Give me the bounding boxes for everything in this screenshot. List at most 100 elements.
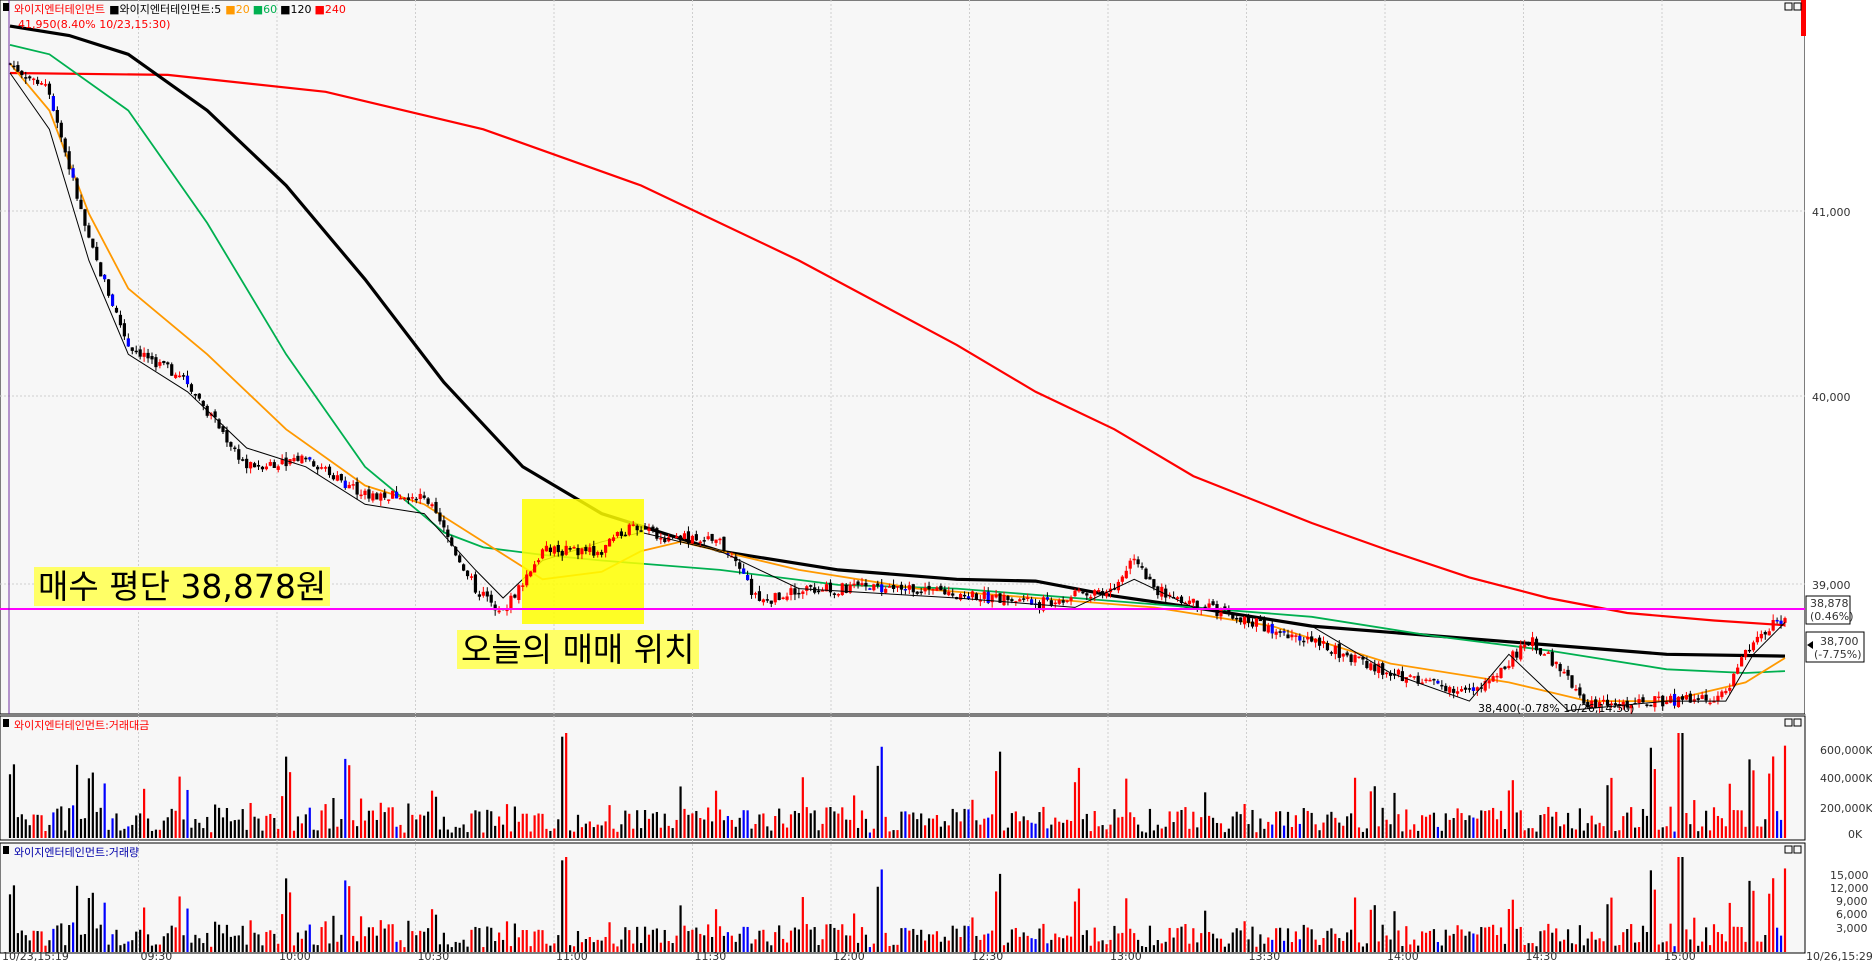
candle [923, 582, 927, 595]
price-panel[interactable] [0, 0, 1806, 715]
candle [79, 194, 83, 210]
volume-bar [821, 939, 824, 952]
volume-bar [1764, 934, 1767, 952]
candle-body [1716, 695, 1720, 702]
candle [1574, 684, 1578, 692]
candle-body [1495, 675, 1499, 678]
volume-bar [1566, 929, 1570, 952]
amount-bar [332, 797, 335, 838]
amount-bar [841, 807, 844, 838]
amount-bar [778, 808, 781, 838]
candle-body [122, 323, 126, 337]
amount-bar [1740, 810, 1743, 838]
candle-body [59, 122, 63, 138]
candle-body [1231, 614, 1235, 619]
candle-body [335, 475, 339, 481]
candle-body [698, 541, 702, 544]
candle-body [1534, 638, 1539, 651]
volume-bar [482, 947, 485, 952]
volume-bar [1503, 943, 1507, 952]
volume-bar [143, 907, 146, 952]
amount-bar [833, 811, 836, 838]
volume-bar [241, 925, 244, 952]
amount-bar [580, 827, 584, 838]
candle-body [142, 352, 146, 357]
volume-bar [1543, 930, 1546, 952]
amount-bar [1543, 814, 1546, 838]
amount-bar [60, 806, 63, 838]
amount-bar [640, 828, 643, 838]
amount-bar [340, 819, 343, 838]
volume-bar [1772, 878, 1775, 952]
candle [107, 278, 111, 298]
candle [1609, 700, 1614, 709]
volume-bar [1196, 942, 1199, 952]
candle-body [895, 586, 900, 588]
amount-bar [446, 829, 449, 838]
candle-body [880, 584, 884, 593]
candle [793, 583, 797, 601]
amount-bar [450, 832, 453, 838]
amount-bar [269, 813, 272, 838]
candle-body [103, 274, 107, 280]
volume-bar [1077, 888, 1081, 952]
candle-body [469, 576, 474, 578]
volume-bar [1389, 939, 1392, 952]
volume-bar [60, 923, 63, 952]
candle-body [556, 544, 560, 553]
candle [746, 570, 750, 581]
amount-bar [56, 808, 59, 838]
amount-bar [1783, 745, 1787, 838]
amount-bar [1188, 828, 1191, 838]
candle [213, 409, 217, 423]
amount-bar [32, 814, 35, 838]
candle [706, 531, 710, 541]
volume-bar [651, 929, 655, 952]
candle-body [675, 536, 679, 538]
amount-bar [146, 818, 150, 838]
candle [1408, 673, 1412, 678]
volume-bar [1673, 946, 1676, 952]
candle [884, 585, 888, 594]
amount-bar [462, 824, 465, 838]
candle [651, 524, 655, 533]
candle [1097, 587, 1101, 593]
volume-bar [111, 934, 114, 952]
amount-bar [1259, 818, 1262, 838]
candle [773, 592, 777, 606]
candle-body [1503, 666, 1507, 669]
volume-bar [1602, 941, 1605, 952]
candle [1215, 600, 1219, 620]
candle-body [1743, 649, 1748, 658]
candle-body [1732, 673, 1736, 687]
volume-bar [1137, 939, 1140, 952]
candle-body [726, 553, 730, 555]
volume-bar [1393, 911, 1396, 952]
amount-bar [1350, 813, 1353, 838]
candle-body [1337, 643, 1341, 658]
candle [1605, 694, 1610, 708]
volume-bar [48, 940, 51, 952]
volume-bar [707, 924, 710, 952]
amount-bar [817, 830, 820, 838]
candle-body [1574, 688, 1578, 691]
volume-bar [1641, 925, 1645, 952]
candle-body [505, 609, 509, 612]
candle-body [1448, 687, 1452, 693]
candle [323, 465, 328, 472]
amount-bar [1637, 827, 1641, 838]
candle-body [1073, 590, 1077, 597]
volume-bar [1050, 939, 1053, 952]
volume-bar [1748, 880, 1751, 952]
volume-bar [1093, 927, 1096, 952]
candle-body [237, 449, 241, 460]
candle [122, 319, 126, 340]
volume-bar [356, 941, 359, 952]
window-buttons-icon[interactable] [1784, 2, 1802, 854]
candle-body [990, 595, 994, 603]
candle-body [284, 457, 288, 467]
volume-bar [1184, 924, 1187, 952]
volume-bar [1168, 927, 1171, 952]
amount-bar [190, 827, 193, 838]
